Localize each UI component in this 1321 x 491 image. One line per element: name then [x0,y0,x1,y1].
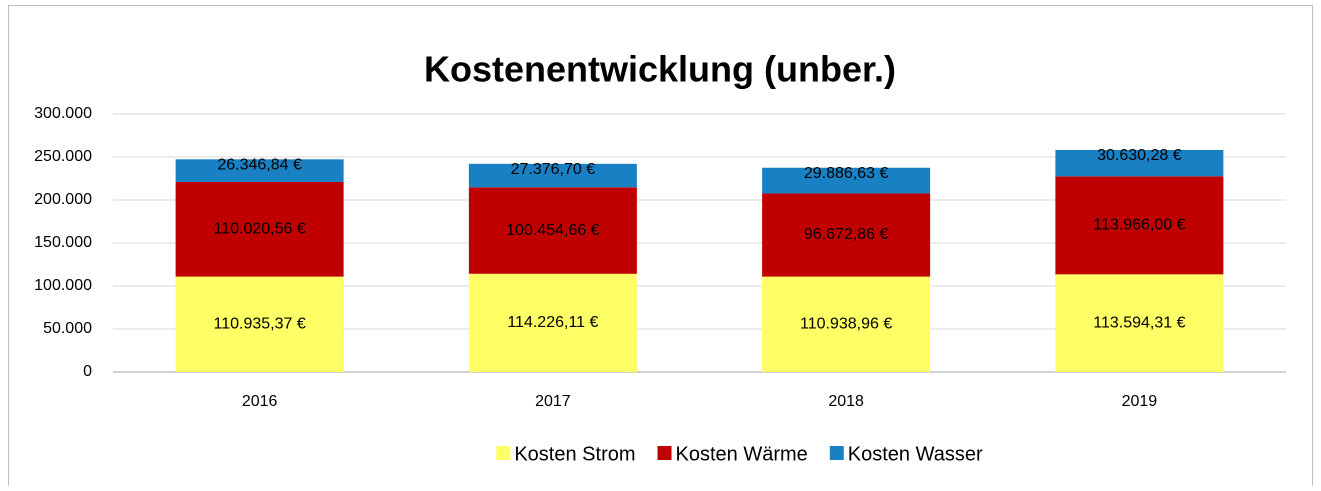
data-label: 110.935,37 € [214,316,306,333]
bar-segment [1055,149,1224,177]
legend-swatch [496,446,511,460]
data-label: 113.594,31 € [1093,314,1185,331]
bar-segment [1055,274,1224,372]
y-tick-label: 300.000 [34,105,92,122]
data-label: 114.226,11 € [507,314,598,331]
data-label: 96.672,86 € [804,226,889,243]
y-tick-label: 150.000 [34,234,92,251]
bar-segment [762,276,931,372]
y-tick-label: 100.000 [34,277,92,294]
x-tick-label: 2019 [1122,393,1158,410]
bar-segment [1055,176,1224,275]
y-tick-label: 50.000 [43,320,92,337]
bar-segment [468,163,637,188]
data-label: 110.938,96 € [800,316,892,333]
data-label: 100.454,66 € [506,222,600,239]
y-tick-label: 0 [83,363,92,380]
x-tick-label: 2017 [535,393,571,410]
bar-segment [175,159,344,182]
bar-segment [762,193,931,277]
data-label: 30.630,28 € [1097,147,1182,164]
bar-segment [468,187,637,274]
data-label: 113.966,00 € [1093,217,1185,234]
bar-segment [762,167,931,194]
bar-segment [175,181,344,277]
data-label: 26.346,84 € [217,157,302,174]
legend-label: Kosten Wasser [848,443,983,465]
x-tick-label: 2018 [828,393,864,410]
data-label: 27.376,70 € [511,161,596,178]
y-tick-label: 200.000 [34,191,92,208]
legend-swatch [829,446,844,460]
bar-segment [468,273,637,372]
bar-segment [175,276,344,372]
chart-title: Kostenentwicklung (unber.) [424,49,896,90]
legend-label: Kosten Strom [514,443,635,465]
x-tick-label: 2016 [242,393,278,410]
y-tick-label: 250.000 [34,148,92,165]
data-label: 29.886,63 € [804,165,889,182]
legend-label: Kosten Wärme [676,443,808,465]
data-label: 110.020,56 € [214,221,306,238]
legend-swatch [657,446,672,460]
